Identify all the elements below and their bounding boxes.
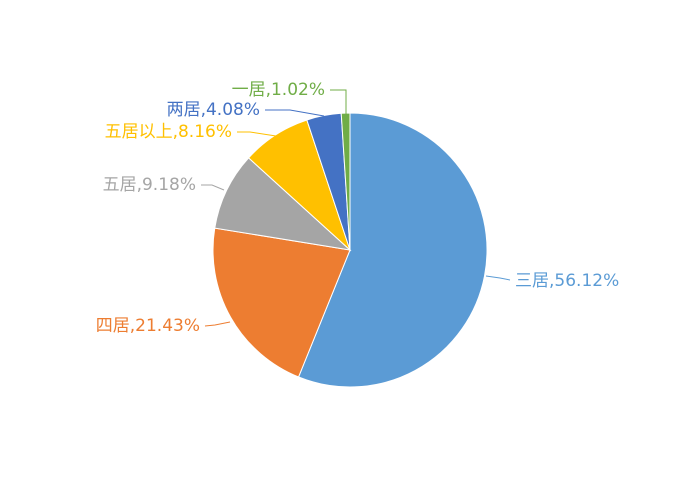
data-label: 三居,56.12% xyxy=(515,271,619,291)
leader-line xyxy=(201,184,225,191)
data-label: 五居以上,8.16% xyxy=(105,122,232,142)
leader-line xyxy=(237,131,277,137)
leader-line xyxy=(485,275,511,281)
pie-slice xyxy=(297,112,488,388)
leader-line xyxy=(265,109,325,117)
leader-line xyxy=(204,321,231,327)
data-label: 两居,4.08% xyxy=(167,100,260,120)
data-label: 一居,1.02% xyxy=(232,80,325,100)
pie-slice xyxy=(212,227,351,378)
pie-slice xyxy=(214,157,352,251)
data-label: 四居,21.43% xyxy=(96,316,200,336)
data-label: 五居,9.18% xyxy=(103,175,196,195)
leader-line xyxy=(330,89,347,114)
